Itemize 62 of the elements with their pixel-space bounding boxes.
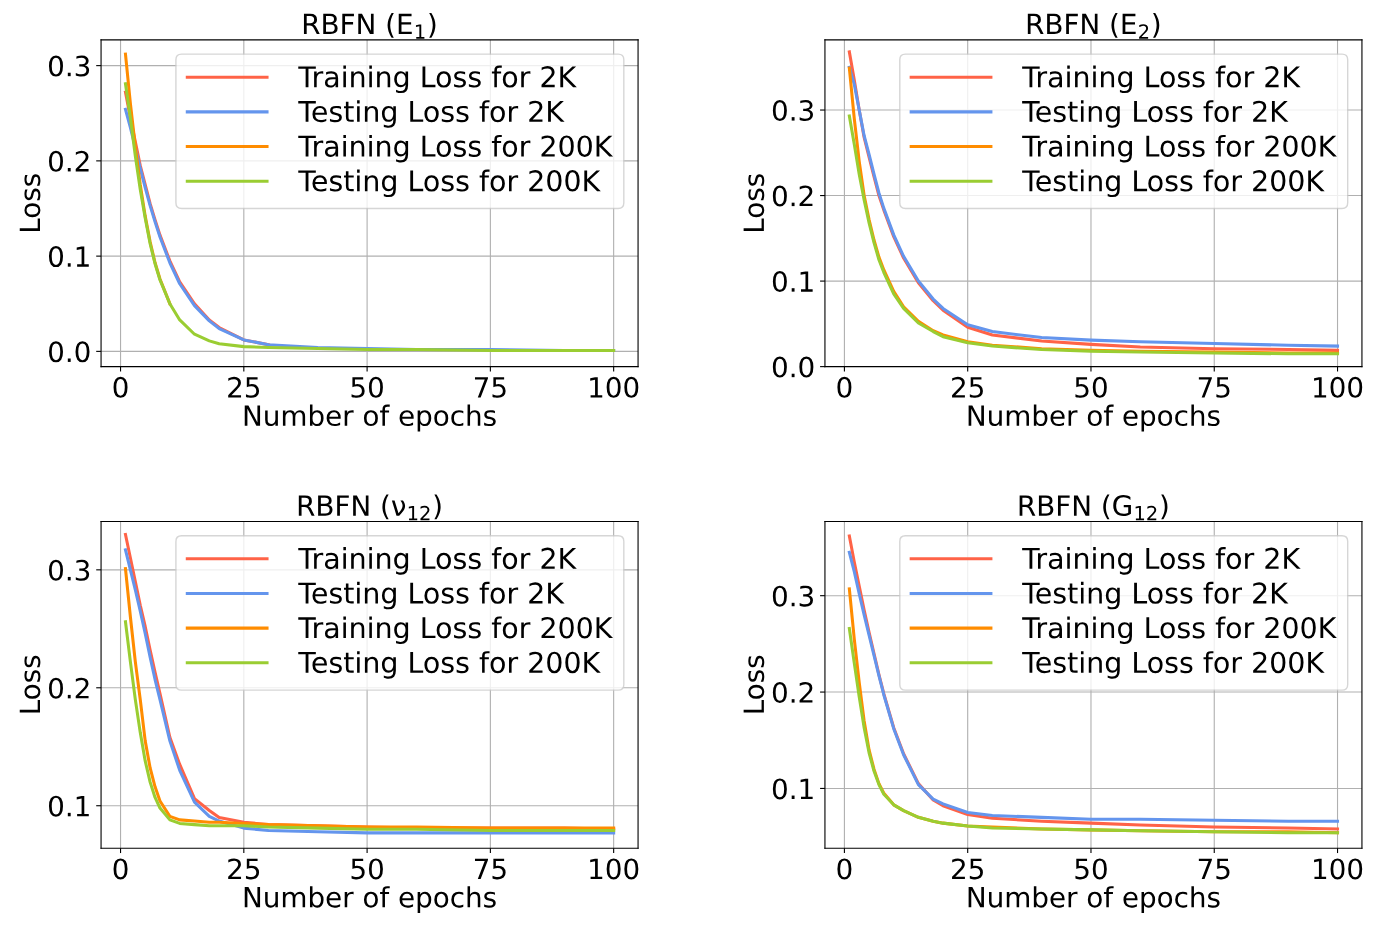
y-tick-label: 0.0 xyxy=(772,356,814,378)
legend-label: Training Loss for 200K xyxy=(1022,134,1337,163)
x-tick-label: 75 xyxy=(474,377,506,398)
x-tick-label: 100 xyxy=(590,376,639,398)
y-tick-label: 0.3 xyxy=(49,559,90,581)
x-tick-label: 100 xyxy=(1314,376,1363,398)
x-axis-title: Number of epochs xyxy=(244,886,496,914)
y-tick-label: 0.2 xyxy=(49,150,89,172)
legend-label: Testing Loss for 2K xyxy=(1022,581,1289,610)
x-tick-label: 100 xyxy=(590,858,639,880)
x-tick-label: 75 xyxy=(1198,858,1230,880)
legend-label: Training Loss for 2K xyxy=(1022,65,1301,94)
chart-title: RBFN (E$_{2}$) xyxy=(1027,13,1160,39)
legend-label: Testing Loss for 2K xyxy=(1022,100,1289,128)
y-tick-label: 0.0 xyxy=(49,341,90,363)
y-tick-label: 0.1 xyxy=(772,271,813,293)
legend-label: Testing Loss for 200K xyxy=(1022,651,1325,679)
x-tick-label: 25 xyxy=(228,376,260,398)
y-tick-label: 0.1 xyxy=(772,778,813,800)
x-tick-label: 0 xyxy=(837,376,852,398)
x-tick-label: 75 xyxy=(1198,377,1230,398)
chart-title: RBFN (G$_{12}$) xyxy=(1019,494,1168,521)
y-tick-label: 0.1 xyxy=(49,246,89,268)
x-axis-title: Number of epochs xyxy=(968,886,1220,914)
y-tick-label: 0.3 xyxy=(772,99,813,121)
y-tick-label: 0.2 xyxy=(772,682,813,704)
x-tick-label: 50 xyxy=(351,858,383,880)
x-tick-label: 50 xyxy=(351,376,383,398)
legend-label: Training Loss for 200K xyxy=(1022,616,1337,645)
legend-label: Training Loss for 2K xyxy=(298,547,577,575)
legend-label: Testing Loss for 200K xyxy=(298,169,601,198)
x-tick-label: 0 xyxy=(113,858,128,880)
x-tick-label: 100 xyxy=(1314,858,1363,880)
chart-title: RBFN (ν$_{12}$) xyxy=(298,494,441,521)
legend-label: Testing Loss for 200K xyxy=(1022,169,1325,198)
y-tick-label: 0.2 xyxy=(49,677,89,699)
legend-label: Training Loss for 200K xyxy=(298,134,614,163)
y-axis-title: Loss xyxy=(19,174,41,231)
x-tick-label: 50 xyxy=(1075,858,1107,880)
x-tick-label: 25 xyxy=(952,376,983,398)
y-tick-label: 0.2 xyxy=(772,185,813,207)
x-tick-label: 50 xyxy=(1075,376,1107,398)
x-tick-label: 75 xyxy=(474,858,506,880)
legend-label: Training Loss for 2K xyxy=(298,65,577,94)
x-tick-label: 0 xyxy=(113,376,128,398)
x-tick-label: 25 xyxy=(228,858,260,880)
x-axis-title: Number of epochs xyxy=(244,404,496,432)
y-axis-title: Loss xyxy=(19,655,41,713)
y-tick-label: 0.1 xyxy=(49,795,89,817)
legend-label: Testing Loss for 200K xyxy=(298,651,601,679)
y-axis-title: Loss xyxy=(743,655,765,713)
x-tick-label: 25 xyxy=(952,858,983,880)
y-tick-label: 0.3 xyxy=(772,585,813,607)
legend-label: Testing Loss for 2K xyxy=(298,581,565,610)
x-axis-title: Number of epochs xyxy=(968,404,1220,432)
chart-title: RBFN (E$_{1}$) xyxy=(303,13,436,39)
x-tick-label: 0 xyxy=(837,858,852,880)
y-tick-label: 0.3 xyxy=(49,55,90,77)
legend-label: Testing Loss for 2K xyxy=(298,100,565,128)
y-axis-title: Loss xyxy=(743,174,765,231)
legend-label: Training Loss for 200K xyxy=(298,616,614,645)
legend-label: Training Loss for 2K xyxy=(1022,547,1301,575)
